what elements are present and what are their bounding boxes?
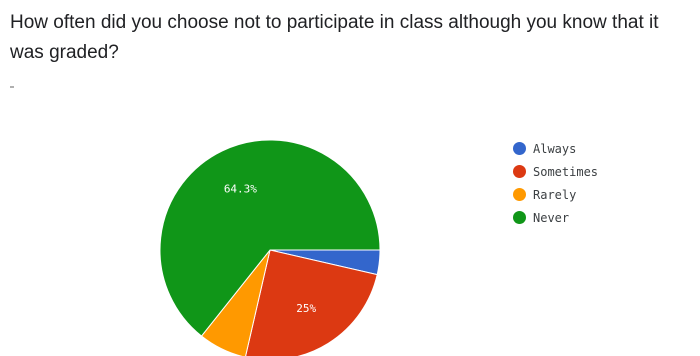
legend-swatch-never <box>513 211 526 224</box>
legend-label: Never <box>533 210 570 225</box>
divider-mark <box>10 86 14 88</box>
pie-label-never: 64.3% <box>224 183 257 196</box>
legend-item-rarely: Rarely <box>513 183 598 206</box>
legend-label: Always <box>533 141 577 156</box>
legend-swatch-rarely <box>513 188 526 201</box>
legend-item-never: Never <box>513 206 598 229</box>
legend-item-sometimes: Sometimes <box>513 160 598 183</box>
question-title: How often did you choose not to particip… <box>10 12 659 63</box>
chart-legend: Always Sometimes Rarely Never <box>513 137 598 229</box>
legend-swatch-always <box>513 142 526 155</box>
pie-slice-never <box>159 139 381 337</box>
legend-swatch-sometimes <box>513 165 526 178</box>
pie-slice-sometimes <box>245 249 378 356</box>
legend-label: Sometimes <box>533 164 599 179</box>
legend-label: Rarely <box>533 187 577 202</box>
legend-item-always: Always <box>513 137 598 160</box>
pie-label-sometimes: 25% <box>296 302 316 315</box>
